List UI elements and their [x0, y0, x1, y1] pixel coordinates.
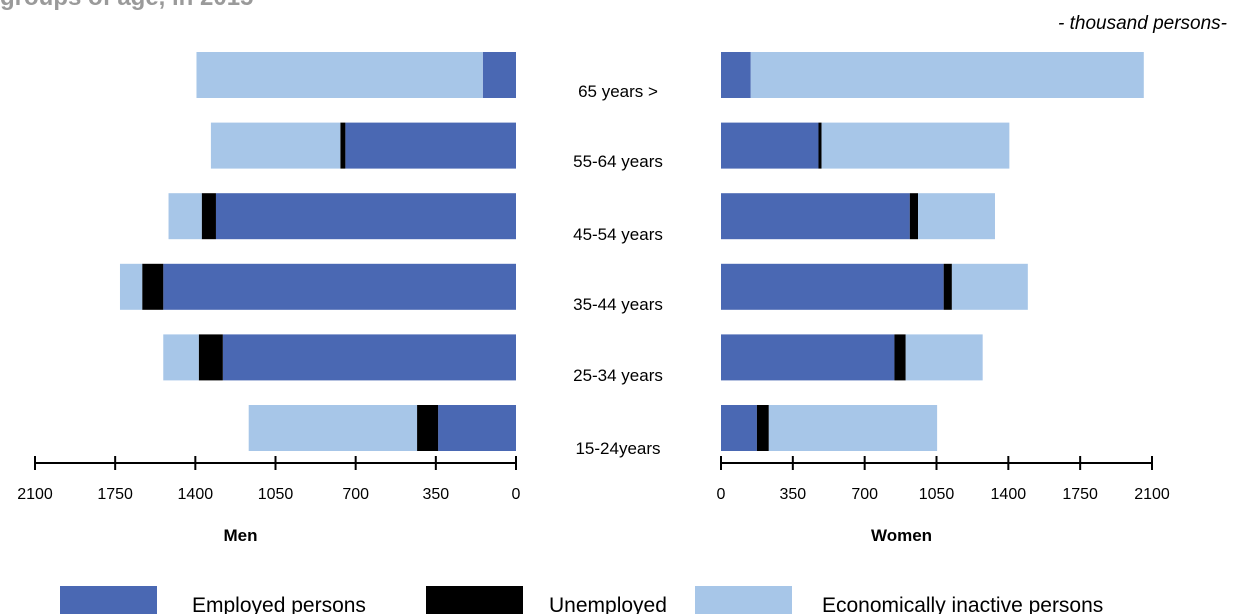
women-bar-economically-inactive-persons-2: [918, 193, 995, 240]
men-bar-employed-persons-0: [482, 52, 516, 98]
women-bar-employed-persons-4: [721, 334, 895, 381]
men-tick-label-350: 350: [422, 486, 449, 503]
category-label-4: 25-34 years: [573, 366, 663, 385]
legend-swatch-economically-inactive-persons: [695, 586, 792, 614]
unit-note: - thousand persons-: [1058, 13, 1227, 34]
women-bar-unemployed-1: [818, 122, 822, 169]
legend-label-economically-inactive-persons: Economically inactive persons: [822, 594, 1103, 614]
women-bar-unemployed-3: [943, 263, 952, 310]
women-tick-label-700: 700: [851, 486, 878, 503]
women-tick-label-2100: 2100: [1134, 486, 1170, 503]
women-tick-label-1050: 1050: [919, 486, 955, 503]
men-tick-label-1750: 1750: [97, 486, 133, 503]
men-bar-economically-inactive-persons-5: [248, 405, 418, 451]
women-bar-employed-persons-0: [721, 52, 751, 98]
men-bar-employed-persons-4: [222, 334, 517, 381]
women-bar-employed-persons-2: [721, 193, 910, 240]
men-bar-unemployed-4: [198, 334, 223, 381]
women-tick-label-0: 0: [717, 486, 726, 503]
men-bar-economically-inactive-persons-0: [196, 52, 483, 98]
chart-title: groups of age, in 2015: [0, 0, 253, 12]
women-tick-label-1750: 1750: [1062, 486, 1098, 503]
category-label-3: 35-44 years: [573, 295, 663, 314]
men-bar-economically-inactive-persons-4: [163, 334, 199, 381]
women-bar-economically-inactive-persons-5: [768, 405, 938, 451]
men-axis-title: Men: [224, 526, 258, 545]
women-bar-unemployed-5: [756, 405, 769, 451]
men-tick-label-2100: 2100: [17, 486, 53, 503]
men-bar-employed-persons-2: [215, 193, 516, 240]
men-bar-employed-persons-3: [163, 263, 516, 310]
men-bar-unemployed-5: [417, 405, 439, 451]
men-bar-employed-persons-1: [345, 122, 516, 169]
women-bar-economically-inactive-persons-1: [821, 122, 1010, 169]
women-bar-employed-persons-5: [721, 405, 757, 451]
men-bar-unemployed-1: [340, 122, 346, 169]
men-tick-label-0: 0: [512, 486, 521, 503]
women-bar-unemployed-4: [894, 334, 906, 381]
women-tick-label-350: 350: [779, 486, 806, 503]
men-tick-label-700: 700: [342, 486, 369, 503]
legend-swatch-unemployed: [426, 586, 523, 614]
men-bar-economically-inactive-persons-2: [168, 193, 202, 240]
legend-label-employed-persons: Employed persons: [192, 594, 366, 614]
category-label-1: 55-64 years: [573, 152, 663, 171]
category-label-2: 45-54 years: [573, 225, 663, 244]
men-tick-label-1050: 1050: [258, 486, 294, 503]
men-bar-unemployed-3: [142, 263, 164, 310]
men-bar-economically-inactive-persons-3: [119, 263, 143, 310]
category-label-0: 65 years >: [578, 82, 658, 101]
men-bar-economically-inactive-persons-1: [210, 122, 341, 169]
legend-label-unemployed: Unemployed: [549, 594, 667, 614]
women-bar-unemployed-2: [909, 193, 919, 240]
women-bar-economically-inactive-persons-4: [905, 334, 983, 381]
men-tick-label-1400: 1400: [178, 486, 214, 503]
category-label-5: 15-24years: [575, 439, 660, 458]
women-bar-employed-persons-3: [721, 263, 944, 310]
men-bar-unemployed-2: [201, 193, 216, 240]
men-bar-employed-persons-5: [438, 405, 516, 451]
legend-swatch-employed-persons: [60, 586, 157, 614]
women-bar-economically-inactive-persons-0: [750, 52, 1144, 98]
women-tick-label-1400: 1400: [991, 486, 1027, 503]
women-bar-economically-inactive-persons-3: [951, 263, 1028, 310]
women-axis-title: Women: [871, 526, 932, 545]
women-bar-employed-persons-1: [721, 122, 819, 169]
